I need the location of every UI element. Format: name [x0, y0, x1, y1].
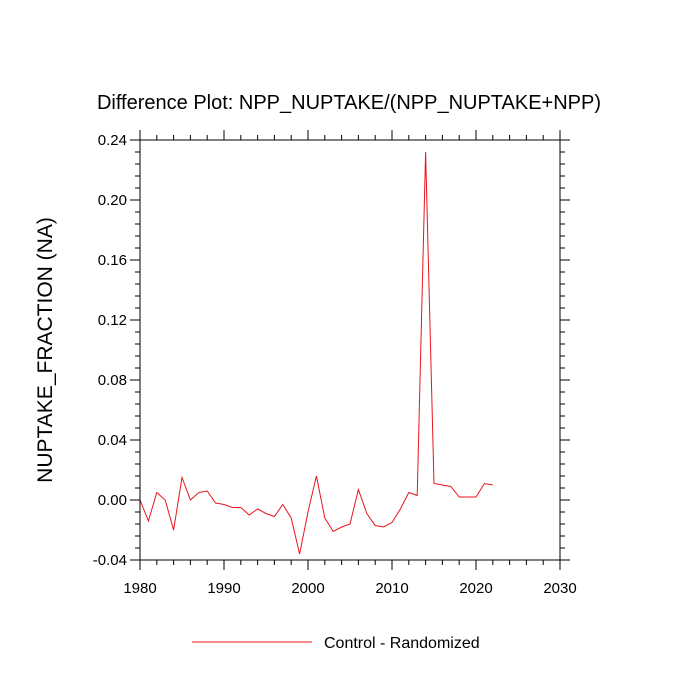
plot-frame — [139, 139, 561, 561]
y-tick-label: 0.12 — [98, 312, 127, 329]
y-tick-label: 0.24 — [98, 132, 127, 149]
x-tick-label: 1980 — [123, 580, 156, 597]
x-tick-label: 1990 — [207, 580, 240, 597]
chart-title: Difference Plot: NPP_NUPTAKE/(NPP_NUPTAK… — [97, 92, 601, 114]
x-tick-label: 2030 — [543, 580, 576, 597]
series-lines — [139, 151, 493, 555]
y-tick-label: 0.20 — [98, 192, 127, 209]
x-tick-label: 2010 — [375, 580, 408, 597]
y-tick-label: 0.00 — [98, 492, 127, 509]
y-axis-label: NUPTAKE_FRACTION (NA) — [34, 217, 57, 483]
y-tick-label: 0.08 — [98, 372, 127, 389]
x-tick-label: 2020 — [459, 580, 492, 597]
y-tick-label: 0.16 — [98, 252, 127, 269]
tick-labels: 1980 1990 2000 2010 2020 2030 -0.04 0.00 0.04 0.0… — [93, 132, 577, 597]
axis-ticks — [130, 130, 570, 570]
legend-label: Control - Randomized — [324, 635, 480, 652]
y-tick-label: 0.04 — [98, 432, 127, 449]
y-tick-label: -0.04 — [93, 552, 127, 569]
series-line-control-randomized — [139, 151, 493, 555]
x-tick-label: 2000 — [291, 580, 324, 597]
legend: Control - Randomized — [192, 635, 480, 652]
